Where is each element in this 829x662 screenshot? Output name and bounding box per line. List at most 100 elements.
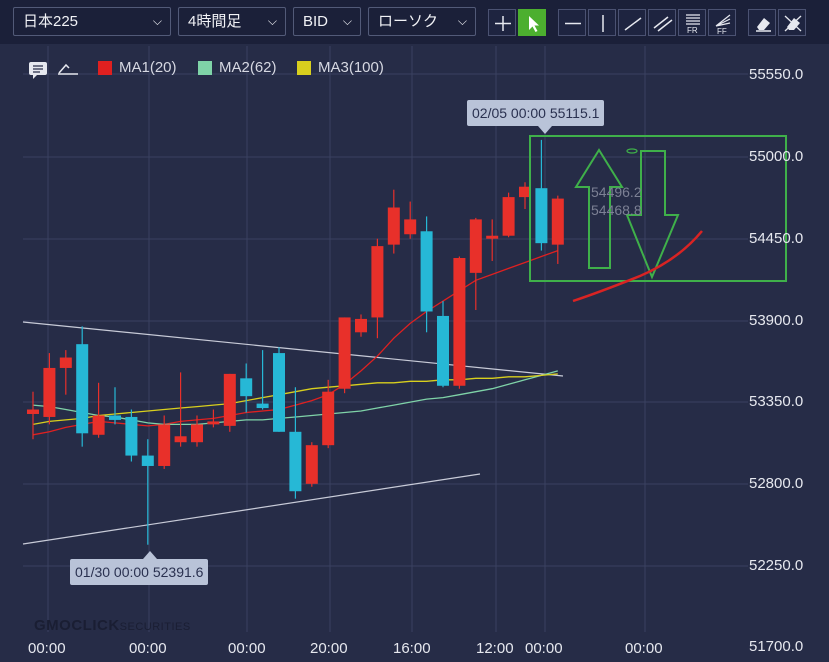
candle[interactable] [76, 326, 89, 447]
candle[interactable] [125, 409, 138, 462]
candle-body [338, 317, 351, 389]
candle[interactable] [158, 415, 171, 469]
candle[interactable] [109, 387, 121, 425]
candle[interactable] [27, 391, 39, 440]
draw-tool-icon[interactable] [56, 61, 80, 77]
time-tick: 00:00 [228, 640, 266, 657]
fib-retracement-button[interactable]: FR [678, 9, 706, 36]
upper-trendline[interactable] [22, 321, 564, 377]
candle[interactable] [486, 219, 499, 261]
logo-main: GMOCLICK [34, 617, 120, 634]
candle-body [519, 186, 531, 198]
logo-sub: SECURITIES [119, 621, 191, 633]
candle[interactable] [519, 182, 531, 209]
comment-icon[interactable] [28, 60, 50, 80]
candle[interactable] [223, 373, 236, 432]
candle[interactable] [469, 217, 482, 311]
candle-body [59, 357, 72, 368]
candle[interactable] [535, 139, 548, 251]
vertical-line-button[interactable] [588, 9, 616, 36]
candle[interactable] [387, 189, 400, 254]
candle[interactable] [322, 379, 335, 449]
candle-body [404, 219, 417, 235]
channel-button[interactable] [648, 9, 676, 36]
price-type-select[interactable]: BID ⌵ [293, 7, 361, 36]
candle[interactable] [437, 301, 449, 388]
price-tick: 53350.0 [749, 393, 804, 410]
candle[interactable] [453, 256, 466, 389]
price-tick: 55000.0 [749, 148, 804, 165]
symbol-select[interactable]: 日本225 ⌵ [13, 7, 171, 36]
candle-body [355, 318, 367, 333]
fib-fan-icon: FF [715, 14, 731, 36]
pointer-icon [529, 16, 539, 32]
candle[interactable] [355, 314, 367, 337]
candle-body [437, 315, 449, 386]
fib-fan-button[interactable]: FF [708, 9, 736, 36]
candle[interactable] [289, 387, 302, 499]
candle[interactable] [502, 192, 515, 238]
trend-line-icon [624, 17, 642, 31]
candle[interactable] [43, 353, 56, 425]
fib-retracement-icon: FR [686, 14, 700, 35]
candle-body [27, 409, 39, 414]
eraser-button[interactable] [748, 9, 776, 36]
candle[interactable] [240, 363, 253, 413]
candle[interactable] [191, 415, 203, 447]
candle[interactable] [207, 409, 220, 428]
chart-style-select-value: ローソク [378, 13, 439, 30]
tooltip-pointer [538, 126, 552, 134]
overlay-value-b: 54468.8 [591, 202, 642, 218]
annotation-layer: 54496.2 54468.8 [529, 135, 787, 303]
time-tick: 20:00 [310, 640, 348, 657]
time-tick: 00:00 [525, 640, 563, 657]
chevron-down-icon: ⌵ [342, 14, 352, 28]
candle-body [551, 198, 564, 245]
candle[interactable] [305, 442, 318, 487]
pointer-button[interactable] [518, 9, 546, 36]
candle[interactable] [59, 350, 72, 395]
annotation-rectangle[interactable] [529, 135, 787, 282]
candle-body [273, 353, 285, 432]
candle-body [453, 258, 466, 386]
clear-all-icon [784, 15, 802, 32]
ma3-label: MA3(100) [318, 59, 384, 76]
candle-body [207, 421, 220, 425]
price-tick: 53900.0 [749, 312, 804, 329]
candle[interactable] [338, 317, 351, 394]
down-arrow-annotation[interactable] [625, 150, 680, 280]
timeframe-select[interactable]: 4時間足 ⌵ [178, 7, 286, 36]
candle[interactable] [256, 350, 269, 410]
time-tick: 00:00 [625, 640, 663, 657]
lower-trendline[interactable] [22, 473, 481, 545]
candle-body [420, 231, 433, 312]
clear-all-button[interactable] [778, 9, 806, 36]
candle-body [43, 367, 56, 417]
svg-text:FR: FR [687, 26, 698, 35]
candle[interactable] [371, 238, 384, 339]
candle-body [92, 415, 105, 435]
chart-style-select[interactable]: ローソク ⌵ [368, 7, 476, 36]
up-arrow-annotation[interactable] [574, 148, 624, 269]
horizontal-line-button[interactable] [558, 9, 586, 36]
timeframe-select-value: 4時間足 [188, 13, 242, 30]
candle-body [371, 246, 384, 318]
candle-body [109, 415, 121, 420]
candle-body [256, 403, 269, 409]
candle[interactable] [174, 372, 187, 447]
drawn-red-line[interactable] [572, 230, 703, 303]
candle[interactable] [141, 439, 154, 545]
candle-body [174, 436, 187, 443]
crosshair-button[interactable] [488, 9, 516, 36]
candle-body [158, 424, 171, 466]
chevron-down-icon: ⌵ [267, 14, 277, 28]
candle[interactable] [273, 347, 285, 432]
candle[interactable] [551, 195, 564, 264]
candle[interactable] [92, 382, 105, 438]
candle-body [502, 197, 515, 236]
candle[interactable] [420, 216, 433, 333]
price-tick: 55550.0 [749, 66, 804, 83]
trend-line-button[interactable] [618, 9, 646, 36]
candle[interactable] [404, 201, 417, 239]
